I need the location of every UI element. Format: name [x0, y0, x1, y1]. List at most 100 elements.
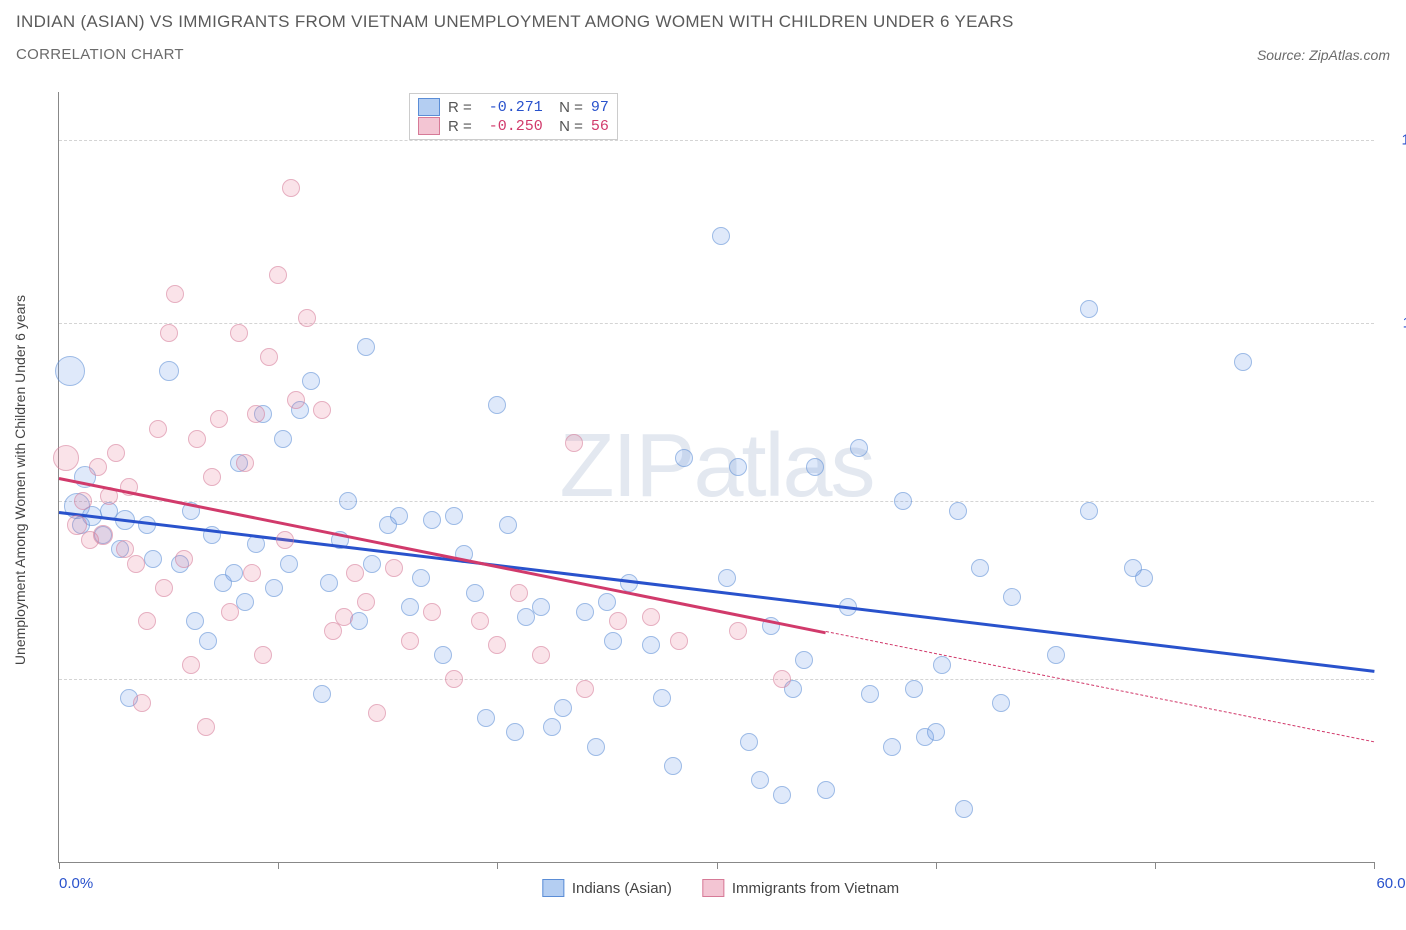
data-point [138, 612, 156, 630]
legend-stats-row: R = -0.250 N =56 [418, 117, 609, 135]
data-point [274, 430, 292, 448]
data-point [817, 781, 835, 799]
data-point [609, 612, 627, 630]
data-point [138, 516, 156, 534]
data-point [197, 718, 215, 736]
legend-r-value: -0.271 [480, 99, 543, 116]
legend-swatch [542, 879, 564, 897]
data-point [532, 598, 550, 616]
y-tick-label: 11.2% [1384, 315, 1406, 332]
data-point [1234, 353, 1252, 371]
data-point [751, 771, 769, 789]
data-point [664, 757, 682, 775]
data-point [992, 694, 1010, 712]
data-point [282, 179, 300, 197]
data-point [225, 564, 243, 582]
data-point [166, 285, 184, 303]
data-point [806, 458, 824, 476]
data-point [506, 723, 524, 741]
data-point [53, 445, 79, 471]
data-point [587, 738, 605, 756]
data-point [155, 579, 173, 597]
data-point [74, 492, 92, 510]
data-point [298, 309, 316, 327]
x-tick [278, 862, 279, 869]
watermark: ZIPatlas [559, 415, 873, 518]
data-point [933, 656, 951, 674]
data-point [670, 632, 688, 650]
data-point [477, 709, 495, 727]
data-point [576, 603, 594, 621]
data-point [718, 569, 736, 587]
x-tick [936, 862, 937, 869]
data-point [543, 718, 561, 736]
gridline [59, 140, 1374, 141]
data-point [471, 612, 489, 630]
data-point [445, 507, 463, 525]
data-point [280, 555, 298, 573]
data-point [510, 584, 528, 602]
legend-n-value: 56 [591, 118, 609, 135]
data-point [385, 559, 403, 577]
data-point [499, 516, 517, 534]
data-point [576, 680, 594, 698]
legend-r-value: -0.250 [480, 118, 543, 135]
data-point [287, 391, 305, 409]
data-point [93, 525, 113, 545]
legend-n-value: 97 [591, 99, 609, 116]
plot-container: Unemployment Among Women with Children U… [58, 92, 1383, 867]
chart-title: INDIAN (ASIAN) VS IMMIGRANTS FROM VIETNA… [16, 12, 1390, 32]
chart-source: Source: ZipAtlas.com [1257, 47, 1390, 63]
data-point [423, 511, 441, 529]
data-point [363, 555, 381, 573]
data-point [320, 574, 338, 592]
data-point [182, 656, 200, 674]
legend-r-label: R = [448, 99, 472, 116]
data-point [653, 689, 671, 707]
data-point [1080, 300, 1098, 318]
data-point [368, 704, 386, 722]
legend-series-name: Indians (Asian) [572, 880, 672, 897]
data-point [186, 612, 204, 630]
data-point [199, 632, 217, 650]
data-point [949, 502, 967, 520]
data-point [243, 564, 261, 582]
data-point [210, 410, 228, 428]
data-point [357, 338, 375, 356]
data-point [1080, 502, 1098, 520]
legend-swatch [702, 879, 724, 897]
data-point [149, 420, 167, 438]
gridline [59, 323, 1374, 324]
data-point [604, 632, 622, 650]
data-point [254, 646, 272, 664]
legend-series: Indians (Asian) Immigrants from Vietnam [542, 879, 899, 897]
data-point [565, 434, 583, 452]
data-point [554, 699, 572, 717]
data-point [894, 492, 912, 510]
data-point [236, 454, 254, 472]
data-point [729, 458, 747, 476]
data-point [89, 458, 107, 476]
legend-swatch [418, 98, 440, 116]
data-point [740, 733, 758, 751]
data-point [313, 685, 331, 703]
data-point [127, 555, 145, 573]
data-point [276, 531, 294, 549]
data-point [133, 694, 151, 712]
data-point [598, 593, 616, 611]
plot-area: ZIPatlas R = -0.271 N =97R = -0.250 N =5… [58, 92, 1374, 863]
data-point [1003, 588, 1021, 606]
data-point [971, 559, 989, 577]
data-point [160, 324, 178, 342]
data-point [313, 401, 331, 419]
legend-series-name: Immigrants from Vietnam [732, 880, 899, 897]
data-point [159, 361, 179, 381]
legend-swatch [418, 117, 440, 135]
x-max-label: 60.0% [1376, 875, 1406, 892]
data-point [260, 348, 278, 366]
data-point [339, 492, 357, 510]
data-point [55, 356, 85, 386]
data-point [445, 670, 463, 688]
x-tick [1155, 862, 1156, 869]
data-point [850, 439, 868, 457]
